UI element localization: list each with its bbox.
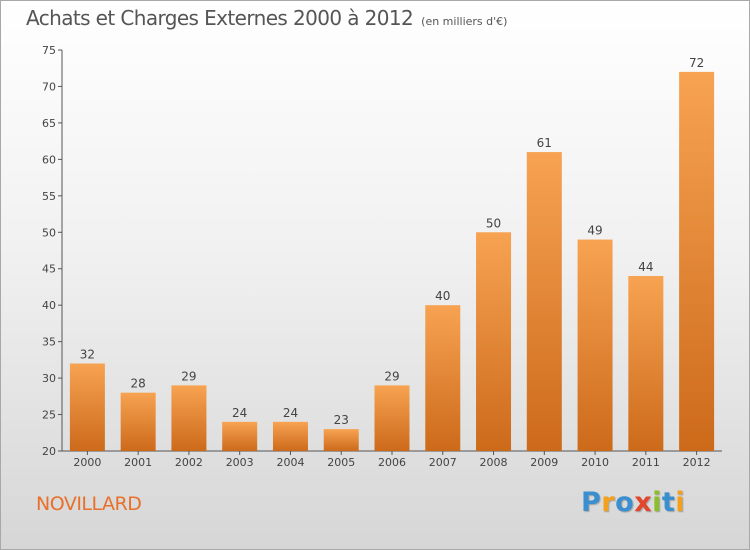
data-label: 32	[80, 348, 95, 362]
data-label: 40	[435, 289, 450, 303]
chart-title: Achats et Charges Externes 2000 à 2012	[26, 6, 414, 30]
y-tick-label: 40	[42, 299, 56, 312]
data-label: 61	[537, 136, 552, 150]
bar	[476, 232, 512, 451]
y-tick-label: 60	[42, 153, 56, 166]
y-tick-label: 45	[42, 263, 56, 276]
commune-name: NOVILLARD	[36, 493, 142, 515]
y-tick-label: 20	[42, 445, 56, 458]
x-tick-label: 2006	[378, 456, 406, 469]
logo-letter: t	[661, 487, 676, 518]
title-row: Achats et Charges Externes 2000 à 2012 (e…	[26, 6, 507, 30]
data-label: 24	[232, 406, 247, 420]
bar	[679, 71, 715, 451]
bar	[526, 152, 562, 451]
x-tick-label: 2004	[276, 456, 304, 469]
data-label: 24	[283, 406, 298, 420]
data-label: 49	[587, 224, 602, 238]
y-tick-label: 75	[42, 44, 56, 57]
y-tick-label: 50	[42, 226, 56, 239]
bar	[323, 429, 359, 451]
x-tick-label: 2003	[226, 456, 254, 469]
bar	[222, 421, 258, 451]
logo-letter: i	[652, 487, 662, 518]
bar	[425, 305, 461, 451]
x-tick-label: 2009	[530, 456, 558, 469]
x-tick-label: 2002	[175, 456, 203, 469]
bar	[120, 392, 156, 451]
x-tick-label: 2007	[429, 456, 457, 469]
x-tick-label: 2010	[581, 456, 609, 469]
x-tick-label: 2012	[683, 456, 711, 469]
x-tick-label: 2011	[632, 456, 660, 469]
bar	[628, 276, 664, 451]
y-tick-label: 35	[42, 336, 56, 349]
bar	[69, 363, 105, 451]
bar	[171, 385, 207, 451]
x-tick-label: 2000	[73, 456, 101, 469]
x-tick-label: 2005	[327, 456, 355, 469]
data-label: 44	[638, 260, 653, 274]
bar	[577, 239, 613, 451]
y-tick-label: 30	[42, 372, 56, 385]
logo-letter: r	[601, 487, 616, 518]
y-tick-label: 25	[42, 409, 56, 422]
data-label: 72	[689, 56, 704, 70]
data-label: 29	[384, 369, 399, 383]
y-tick-label: 70	[42, 80, 56, 93]
y-tick-label: 55	[42, 190, 56, 203]
bar	[272, 421, 308, 451]
bars: 32 28 29 24 24 23 29 40 50 61 49 44 72	[69, 56, 715, 451]
x-tick-label: 2001	[124, 456, 152, 469]
bar	[374, 385, 410, 451]
data-label: 28	[131, 377, 146, 391]
chart-subtitle: (en milliers d'€)	[421, 15, 508, 28]
logo-letter: x	[634, 487, 653, 518]
x-tick-label: 2008	[480, 456, 508, 469]
proxiti-logo: Proxiti	[581, 487, 685, 518]
logo-letter: P	[581, 487, 602, 518]
logo-letter: o	[615, 487, 635, 518]
y-tick-label: 65	[42, 117, 56, 130]
data-label: 50	[486, 216, 501, 230]
logo-letter: i	[675, 487, 686, 518]
data-label: 29	[181, 369, 196, 383]
data-label: 23	[334, 413, 349, 427]
